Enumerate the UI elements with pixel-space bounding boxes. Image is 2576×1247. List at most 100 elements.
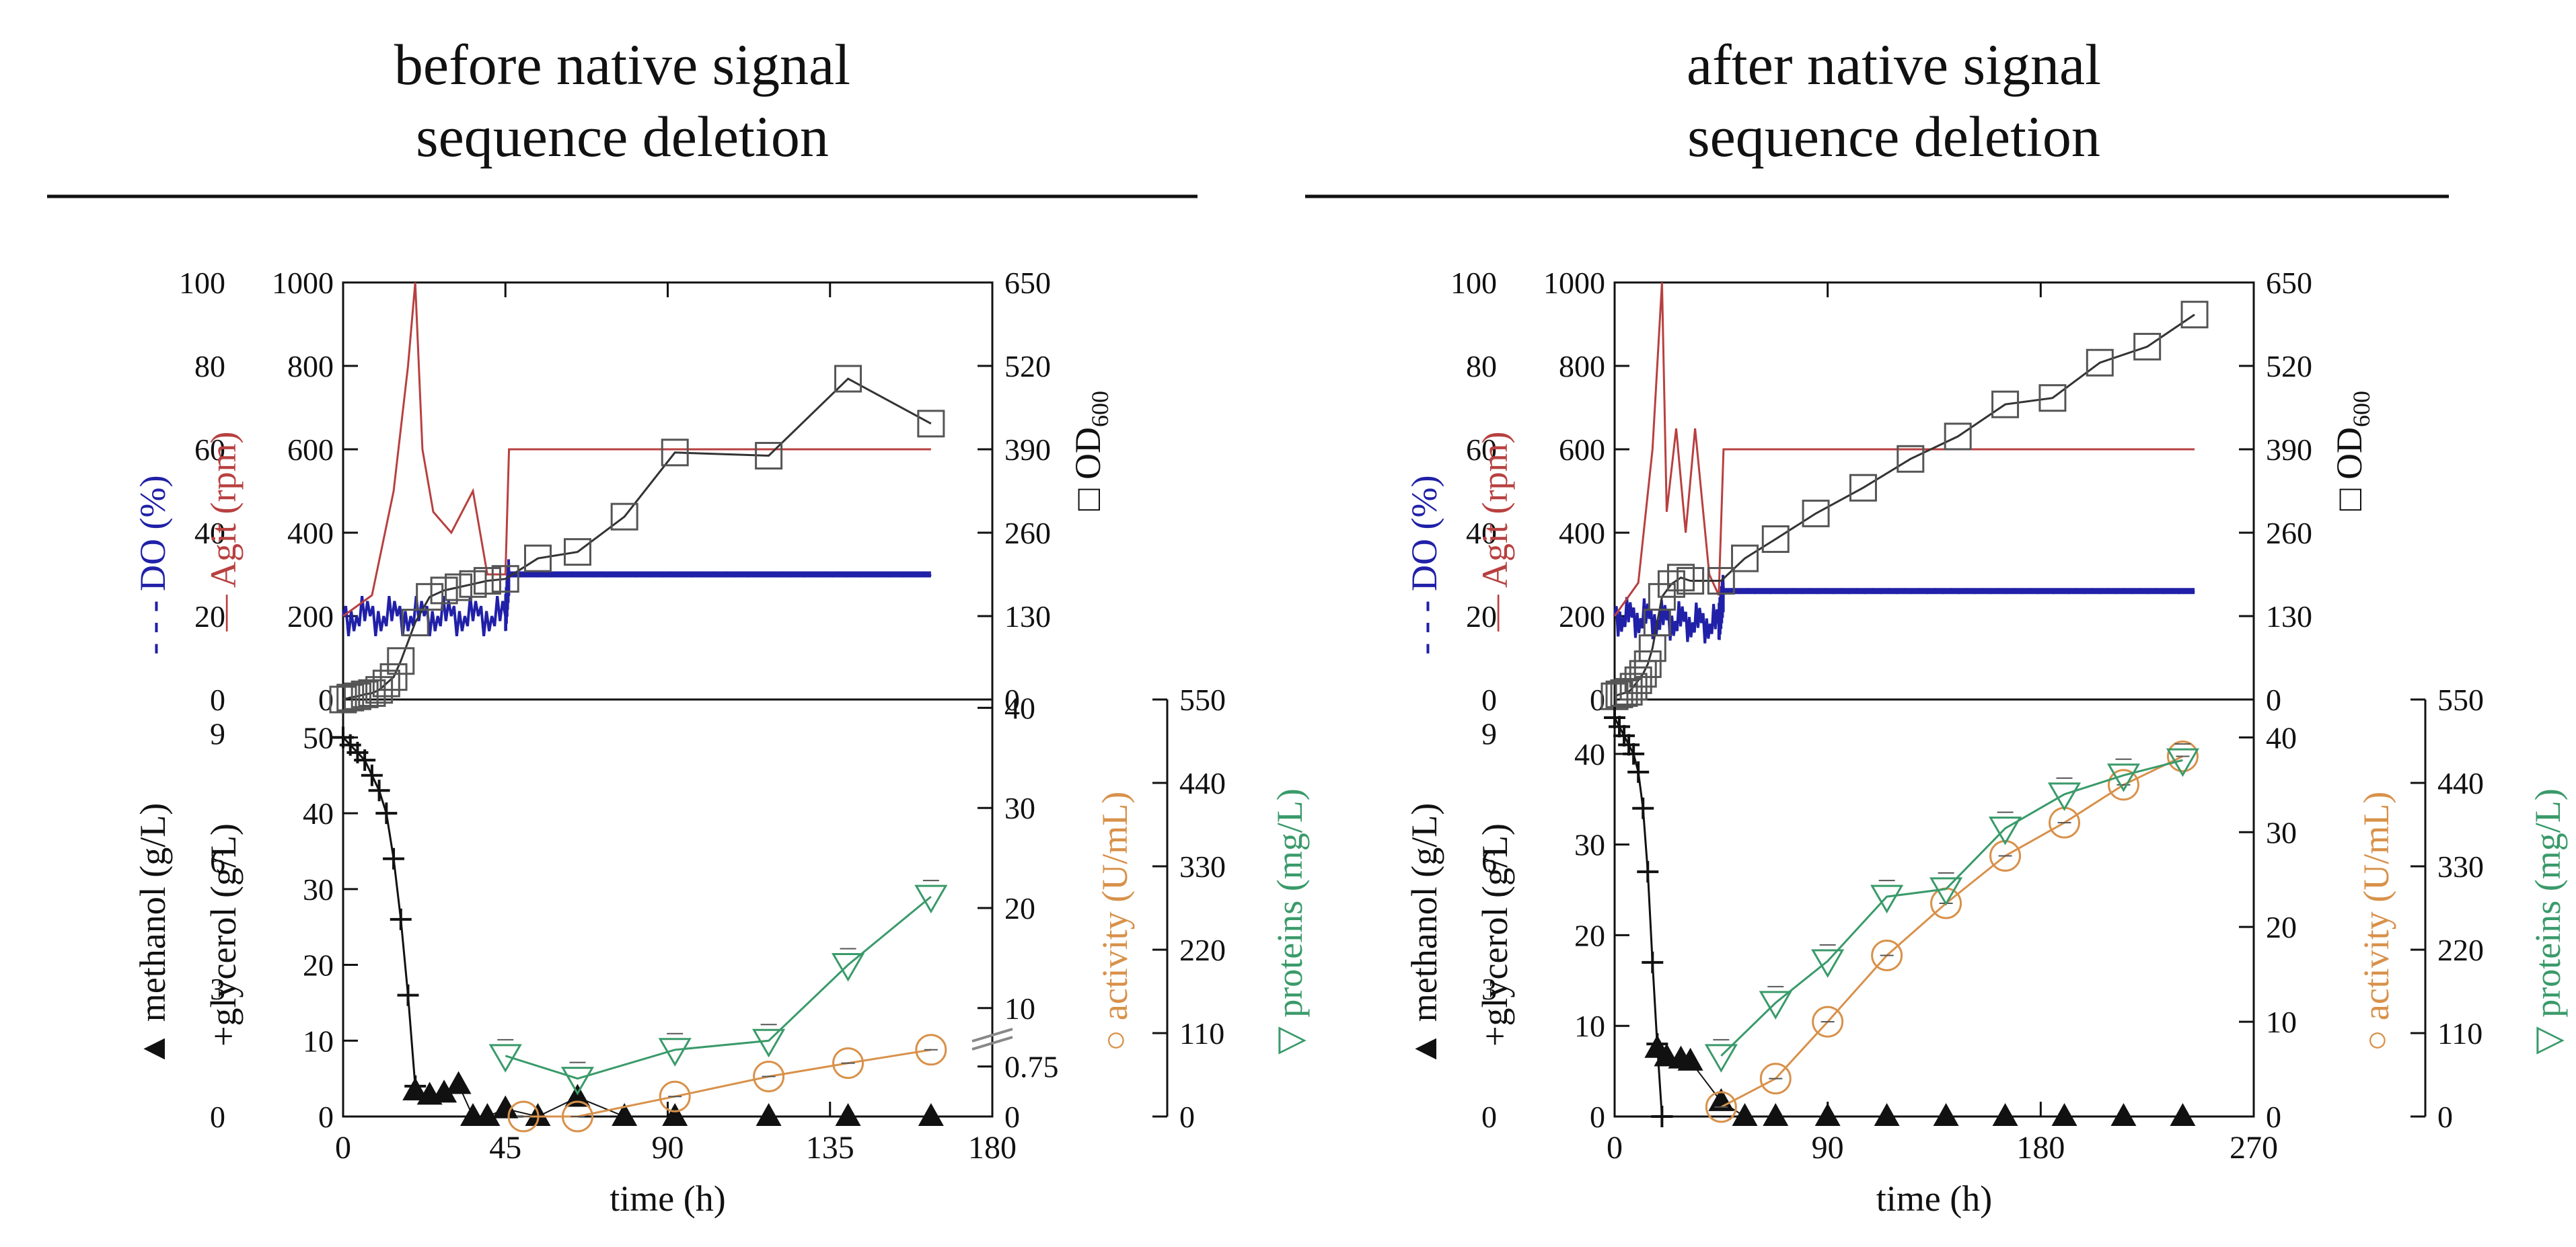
x-tick-label: 135	[806, 1130, 854, 1166]
methanol-tick-label: 3	[210, 972, 225, 1006]
proteins-point	[2166, 748, 2200, 778]
activity-series-line	[1720, 755, 2184, 1108]
agit-tick-label: 200	[1559, 599, 1605, 634]
od-point	[524, 544, 552, 572]
activity-tick-label: 0.75	[1004, 1050, 1059, 1084]
od-point	[430, 576, 458, 605]
activity-tick-label: 40	[1004, 691, 1035, 725]
proteins-series-line	[1720, 759, 2183, 1057]
left-header-line1: before native signal	[394, 32, 850, 97]
do-tick-label: 20	[194, 599, 225, 634]
glycerol-point	[397, 984, 419, 1006]
glycerol-point	[1623, 743, 1645, 765]
glycerol-tick-label: 10	[1574, 1009, 1605, 1043]
agit-tick-label: 600	[1559, 432, 1605, 467]
methanol-point	[612, 1103, 638, 1126]
od-point	[661, 439, 689, 467]
glycerol-tick-label: 20	[303, 948, 334, 983]
do-tick-label: 60	[194, 432, 225, 467]
od-point	[416, 582, 444, 611]
proteins-tick-label: 220	[2437, 933, 2484, 967]
upper-plot-frame	[342, 281, 994, 701]
od-point	[1677, 567, 1705, 595]
activity-axis-title: ○ activity (U/mL)	[1095, 792, 1135, 1052]
methanol-point	[1763, 1103, 1789, 1126]
activity-point	[1759, 1063, 1792, 1095]
right-header-line1: after native signal	[1687, 32, 2101, 97]
do-tick-label: 100	[1450, 266, 1497, 300]
glycerol-point	[1632, 797, 1654, 819]
agit-tick-label: 400	[1559, 516, 1605, 550]
activity-tick-label: 20	[1004, 891, 1035, 925]
od-tick-label: 650	[2266, 266, 2312, 300]
do-tick-label: 0	[210, 683, 225, 717]
proteins-tick-label: 220	[1179, 933, 1226, 967]
glycerol-point	[368, 780, 390, 802]
proteins-point	[1704, 1044, 1738, 1073]
glycerol-tick-label: 20	[1574, 918, 1605, 952]
glycerol-tick-label: 30	[303, 872, 334, 907]
methanol-point	[474, 1103, 501, 1126]
methanol-point	[1732, 1103, 1758, 1126]
x-tick-label: 90	[1812, 1130, 1844, 1166]
axis-break-mark	[971, 1028, 1013, 1043]
x-tick-label: 0	[1607, 1130, 1623, 1166]
od-tick-label: 520	[2266, 349, 2312, 383]
methanol-point	[756, 1103, 782, 1126]
od-series-line	[342, 377, 932, 701]
upper-plot-frame	[1613, 281, 2255, 701]
proteins-tick-label: 330	[2437, 849, 2484, 884]
od-tick-label: 130	[1004, 599, 1051, 634]
x-axis-title: time (h)	[610, 1178, 725, 1219]
proteins-axis-title: ▽ proteins (mg/L)	[2528, 788, 2568, 1054]
proteins-tick-label: 440	[1179, 766, 1226, 800]
right-header: after native signal sequence deletion	[1305, 32, 2449, 198]
glycerol-tick-label: 0	[1590, 1100, 1605, 1134]
od-tick-label: 390	[1004, 432, 1051, 467]
glycerol-point	[1618, 734, 1640, 756]
methanol-point	[2051, 1103, 2077, 1126]
activity-point	[915, 1034, 947, 1066]
od-point	[1849, 474, 1877, 502]
proteins-tick-label: 0	[1179, 1100, 1195, 1134]
activity-point	[753, 1060, 785, 1092]
proteins-tick-label: 550	[1179, 683, 1226, 717]
od-point	[1657, 570, 1685, 598]
od-tick-label: 520	[1004, 349, 1051, 383]
od-point	[1707, 567, 1735, 595]
methanol-point	[1708, 1088, 1734, 1111]
activity-point	[507, 1100, 540, 1133]
agit-tick-label: 400	[287, 516, 334, 550]
activity-axis-title: ○ activity (U/mL)	[2356, 792, 2396, 1052]
od-series-line	[1614, 313, 2195, 697]
od-point	[358, 679, 386, 707]
x-tick-label: 270	[2230, 1130, 2278, 1166]
glycerol-point	[1604, 706, 1625, 728]
do-tick-label: 40	[1466, 516, 1497, 550]
proteins-point	[752, 1028, 786, 1058]
methanol-tick-label: 6	[1481, 844, 1497, 878]
glycerol-axis-title: +glycerol (g/L)	[203, 823, 244, 1047]
od-point	[917, 410, 945, 438]
od-tick-label: 0	[1004, 683, 1020, 717]
proteins-tick-label: 550	[2437, 683, 2484, 717]
methanol-point	[918, 1103, 944, 1126]
od-point	[1731, 544, 1759, 572]
glycerol-point	[354, 749, 376, 771]
od-point	[755, 442, 783, 470]
od-axis-title: □ OD600	[1068, 391, 1113, 511]
right-header-line2: sequence deletion	[1687, 104, 2100, 169]
od-point	[1624, 666, 1652, 694]
od-point	[445, 573, 473, 601]
agit-tick-label: 1000	[1543, 266, 1605, 300]
proteins-point	[2047, 782, 2082, 811]
activity-point	[832, 1047, 864, 1080]
left-header-line2: sequence deletion	[416, 104, 829, 169]
od-tick-label: 130	[2266, 599, 2312, 634]
methanol-point	[1677, 1047, 1703, 1071]
activity-point	[2107, 769, 2139, 801]
od-point	[2133, 332, 2162, 361]
x-tick-label: 0	[335, 1130, 351, 1166]
od-point	[459, 570, 487, 598]
